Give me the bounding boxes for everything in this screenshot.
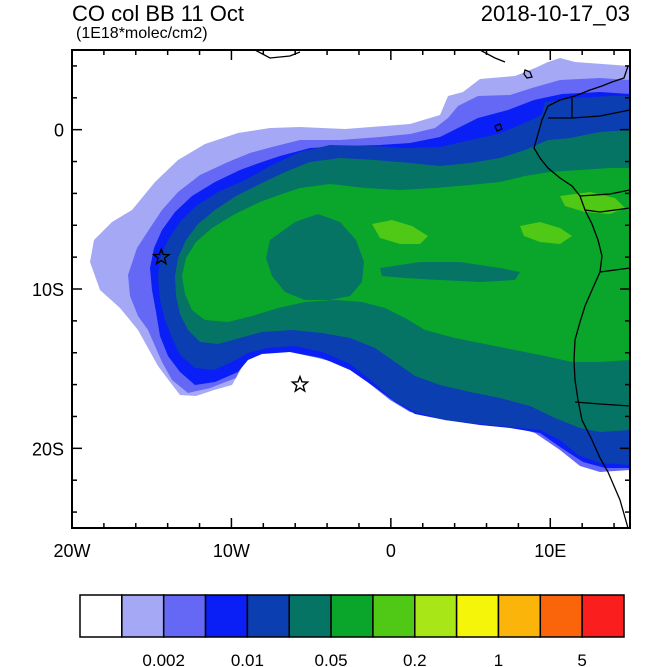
colorbar-label: 0.01	[231, 651, 264, 667]
colorbar-label: 5	[577, 651, 586, 667]
country-border-4	[584, 207, 630, 213]
x-tick-label: 10W	[213, 541, 250, 561]
coast-north-edge	[254, 50, 506, 63]
country-border-2	[571, 109, 630, 119]
x-tick-label: 10E	[534, 541, 566, 561]
station-markers	[151, 247, 310, 393]
colorbar-label: 1	[494, 651, 503, 667]
colorbar-swatch	[372, 594, 416, 638]
plot-title: CO col BB 11 Oct	[72, 1, 244, 26]
plume-continental-dark-band	[540, 96, 630, 140]
star-marker-ascension	[151, 247, 171, 266]
country-border-5	[599, 267, 630, 273]
colorbar-swatch	[79, 594, 123, 638]
y-tick-label: 0	[54, 121, 64, 141]
x-tick-label: 0	[386, 541, 396, 561]
coastlines	[254, 50, 630, 528]
colorbar-swatch	[121, 594, 165, 638]
y-tick-label: 20S	[32, 439, 64, 459]
star-marker-st-helena	[290, 374, 310, 393]
axis-ticks	[71, 50, 630, 528]
colorbar-swatch	[455, 594, 500, 638]
colorbar-swatch	[204, 594, 249, 638]
units-label: (1E18*molec/cm2)	[76, 25, 208, 42]
colorbar-label: 0.002	[142, 651, 185, 667]
co-plume-field	[90, 58, 630, 472]
country-border-3	[579, 189, 630, 197]
plume-teal-pocket	[266, 214, 364, 300]
colorbar-swatch	[246, 594, 290, 638]
x-tick-label: 20W	[53, 541, 90, 561]
plume-teal-streak	[380, 262, 520, 282]
axis-labels: 20W 10W 0 10E 0 10S 20S	[32, 121, 566, 561]
plume-lime-patch-1	[372, 220, 428, 244]
colorbar-swatch	[288, 594, 332, 638]
country-border-6	[574, 401, 630, 407]
bioko-island	[523, 69, 533, 79]
colorbar-swatch	[162, 594, 207, 638]
colorbar-swatch	[330, 594, 374, 638]
plume-lime-patch-3	[560, 192, 625, 214]
colorbar-swatch	[539, 594, 583, 638]
y-tick-label: 10S	[32, 280, 64, 300]
colorbar-swatch	[414, 594, 458, 638]
colorbar-label: 0.2	[403, 651, 427, 667]
colorbar-label: 0.05	[315, 651, 348, 667]
valid-time-label: 2018-10-17_03	[480, 1, 630, 26]
sao-tome-island	[494, 123, 503, 132]
colorbar: 0.002 0.01 0.05 0.2 1 5	[79, 594, 625, 667]
plume-lime-patch-2	[520, 222, 572, 244]
africa-coastline	[533, 65, 629, 528]
colorbar-swatch	[581, 594, 625, 638]
colorbar-swatch	[497, 594, 542, 638]
